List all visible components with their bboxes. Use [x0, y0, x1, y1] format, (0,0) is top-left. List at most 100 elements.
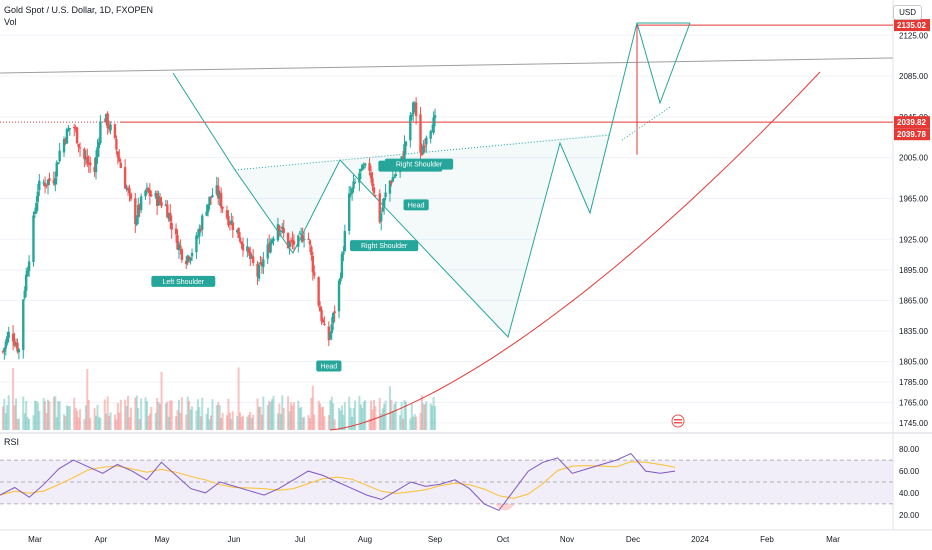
volume-bar [160, 371, 163, 430]
candle-body [218, 193, 221, 199]
price-tick-label: 1785.00 [899, 378, 928, 387]
candle-body [54, 178, 57, 185]
candle-body [276, 224, 280, 241]
volume-bar [169, 400, 172, 430]
volume-bar [96, 404, 99, 430]
candle-body [32, 215, 35, 263]
candle-body [259, 262, 262, 264]
candle-body [311, 255, 315, 273]
candle-body [83, 148, 86, 159]
volume-bar [35, 401, 38, 430]
candle-body [348, 193, 351, 231]
volume-bar [79, 409, 82, 430]
volume-legend-label: Vol [4, 17, 17, 27]
volume-bar [364, 400, 367, 430]
volume-bar [237, 367, 240, 430]
candle-body [240, 241, 243, 245]
flag-icon-stripe [674, 419, 682, 421]
candle-body [247, 248, 251, 253]
volume-bar [119, 399, 122, 430]
candle-body [219, 192, 223, 208]
volume-bar [74, 408, 77, 430]
volume-bar [15, 398, 18, 430]
price-tick-label: 1805.00 [899, 358, 928, 367]
candle-body [414, 102, 418, 116]
volume-bar [36, 402, 39, 430]
candle-body [33, 211, 37, 215]
candle-body [11, 333, 15, 342]
volume-bar [217, 402, 220, 430]
candle-body [93, 167, 96, 172]
volume-bar [89, 417, 92, 430]
volume-bar [257, 406, 260, 430]
candle-body [208, 196, 211, 206]
volume-bar [412, 416, 415, 430]
volume-bar [256, 398, 259, 430]
volume-bar [84, 405, 87, 430]
volume-bar [300, 406, 303, 430]
currency-button[interactable]: USD [893, 5, 922, 20]
volume-bar [291, 405, 294, 430]
candle-body [87, 162, 90, 165]
volume-bar [330, 396, 333, 430]
candle-body [1, 351, 5, 353]
volume-bar [276, 413, 279, 430]
candle-body [113, 124, 117, 139]
price-tick-label: 1925.00 [899, 235, 928, 244]
candle-body [105, 113, 108, 122]
candle-body [48, 178, 51, 181]
candle-body [378, 193, 381, 223]
rsi-tick-label: 80.00 [899, 445, 920, 454]
price-label-box [894, 116, 930, 129]
volume-bar [432, 396, 435, 430]
candle-body [139, 196, 143, 210]
candle-body [329, 332, 332, 339]
volume-bar [380, 413, 383, 430]
candle-body [333, 311, 336, 314]
candle-body [279, 230, 283, 232]
pattern-zigzag-2 [636, 22, 691, 105]
volume-bar [47, 399, 50, 430]
candle-body [339, 277, 342, 282]
volume-bar [381, 408, 384, 430]
candle-body [270, 239, 274, 244]
candle-body [74, 127, 77, 130]
candle-body [429, 131, 432, 139]
candle-body [371, 178, 374, 187]
volume-bar [147, 415, 150, 430]
candle-body [269, 242, 272, 253]
volume-bar [167, 416, 170, 430]
candle-body [425, 137, 428, 145]
volume-bar [362, 401, 365, 430]
volume-bar [196, 399, 199, 430]
volume-bar [394, 401, 397, 430]
volume-bar [358, 395, 361, 430]
pattern-label-box [350, 240, 419, 252]
volume-bar [186, 396, 189, 430]
candle-body [361, 164, 364, 171]
volume-bar [86, 368, 89, 430]
candle-body [14, 344, 18, 346]
candle-body [231, 222, 234, 230]
volume-bar [199, 416, 202, 430]
candle-body [169, 212, 172, 222]
candle-body [201, 215, 204, 230]
time-tick-label: Aug [358, 535, 372, 544]
candle-body [164, 204, 168, 206]
candle-body [198, 228, 201, 237]
volume-bar [323, 416, 326, 430]
candle-body [77, 144, 80, 147]
candle-body [128, 188, 131, 193]
volume-bar [150, 406, 153, 430]
pattern-label-text: Head [320, 364, 337, 371]
volume-bar [422, 403, 425, 430]
volume-bar [409, 418, 412, 430]
candle-body [364, 163, 367, 166]
time-tick-label: 2024 [691, 535, 709, 544]
candle-body [96, 147, 99, 158]
candle-body [281, 226, 284, 229]
time-tick-label: Sep [428, 535, 443, 544]
candle-body [403, 144, 406, 160]
candle-body [46, 179, 50, 186]
